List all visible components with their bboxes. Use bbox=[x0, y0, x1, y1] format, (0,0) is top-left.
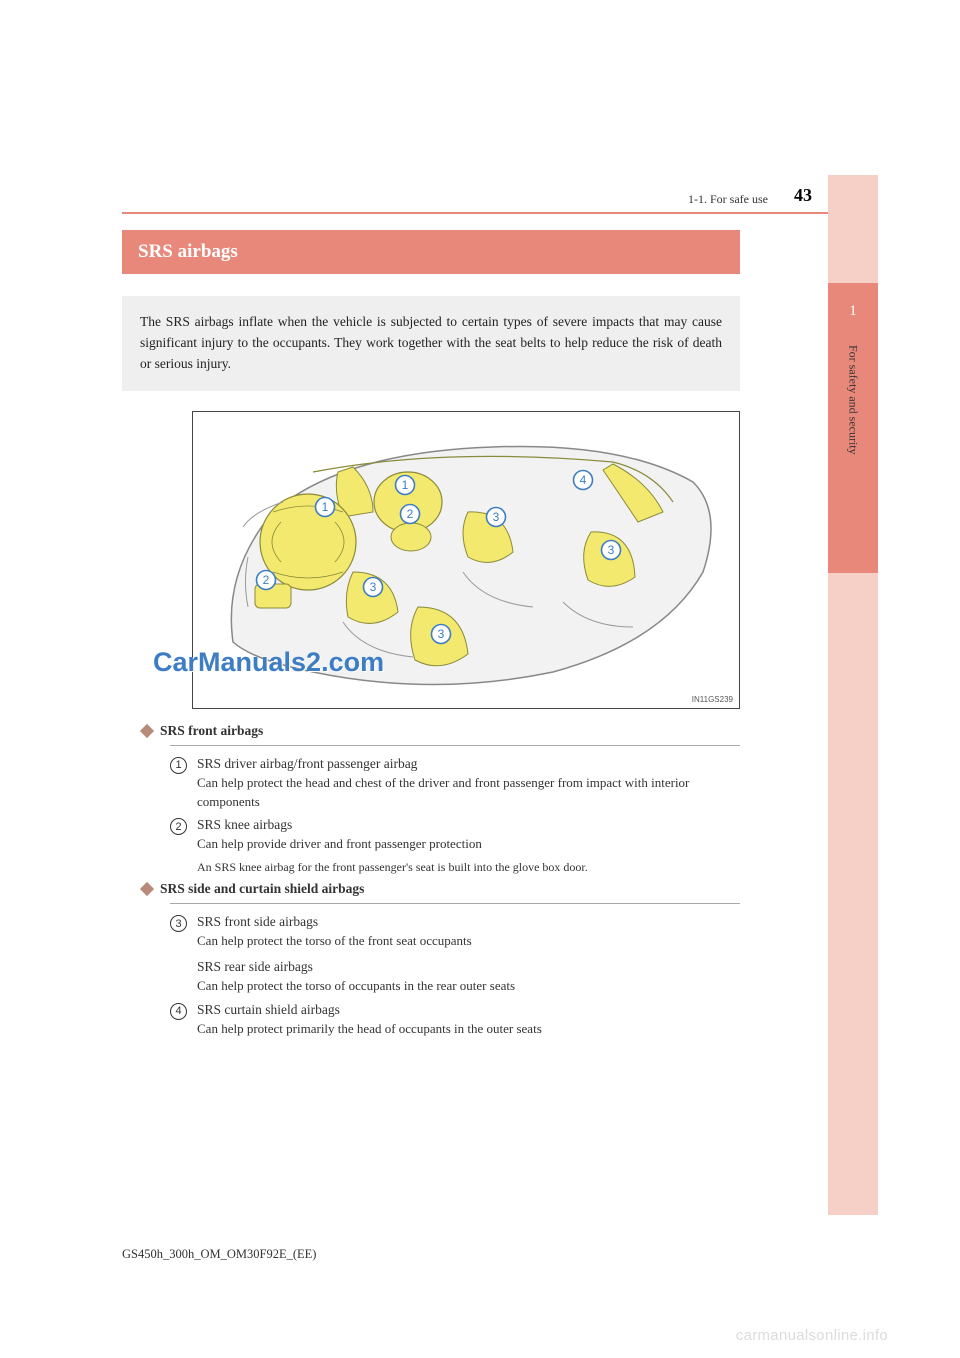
svg-text:3: 3 bbox=[493, 510, 500, 524]
item-body: SRS front side airbags Can help protect t… bbox=[197, 914, 740, 996]
item-title: SRS front side airbags bbox=[197, 914, 740, 930]
svg-text:1: 1 bbox=[402, 478, 409, 492]
item-subtitle: SRS rear side airbags bbox=[197, 959, 740, 975]
subsection-label: SRS front airbags bbox=[160, 723, 263, 739]
svg-text:3: 3 bbox=[370, 580, 377, 594]
item-body: SRS knee airbags Can help provide driver … bbox=[197, 817, 740, 875]
diamond-bullet-icon bbox=[140, 882, 154, 896]
item-title: SRS knee airbags bbox=[197, 817, 740, 833]
section-title: SRS airbags bbox=[122, 230, 740, 274]
diagram-image-code: IN11GS239 bbox=[692, 695, 733, 704]
subsection-divider bbox=[170, 903, 740, 904]
list-item: 3 SRS front side airbags Can help protect … bbox=[170, 914, 740, 996]
list-item: 2 SRS knee airbags Can help provide driver… bbox=[170, 817, 740, 875]
item-title: SRS curtain shield airbags bbox=[197, 1002, 740, 1018]
svg-text:2: 2 bbox=[407, 507, 414, 521]
page-number: 43 bbox=[794, 185, 812, 206]
breadcrumb: 1-1. For safe use bbox=[688, 192, 768, 207]
svg-text:1: 1 bbox=[322, 500, 329, 514]
item-description: Can help protect the head and chest of t… bbox=[197, 774, 740, 812]
item-number-icon: 4 bbox=[170, 1003, 187, 1020]
content-body: SRS front airbags 1 SRS driver airbag/fron… bbox=[122, 723, 740, 1039]
intro-text: The SRS airbags inflate when the vehicle… bbox=[122, 296, 740, 391]
item-number-icon: 2 bbox=[170, 818, 187, 835]
header-rule bbox=[122, 212, 828, 214]
item-body: SRS driver airbag/front passenger airbag… bbox=[197, 756, 740, 812]
item-number-icon: 3 bbox=[170, 915, 187, 932]
diagram-markers: 1 1 2 2 3 3 3 3 4 bbox=[193, 412, 741, 710]
subsection-label: SRS side and curtain shield airbags bbox=[160, 881, 364, 897]
list-item: 1 SRS driver airbag/front passenger airba… bbox=[170, 756, 740, 812]
document-code: GS450h_300h_OM_OM30F92E_(EE) bbox=[122, 1247, 316, 1262]
item-number-icon: 1 bbox=[170, 757, 187, 774]
item-note: An SRS knee airbag for the front passeng… bbox=[197, 860, 740, 875]
subsection-heading: SRS side and curtain shield airbags bbox=[142, 881, 740, 897]
airbag-diagram: 112233334 CarManuals2.com IN11GS239 bbox=[192, 411, 740, 709]
item-title: SRS driver airbag/front passenger airbag bbox=[197, 756, 740, 772]
svg-text:3: 3 bbox=[608, 543, 615, 557]
svg-text:2: 2 bbox=[263, 573, 270, 587]
item-description: Can help provide driver and front passen… bbox=[197, 835, 740, 854]
svg-text:4: 4 bbox=[580, 473, 587, 487]
item-description: Can help protect the torso of the front … bbox=[197, 932, 740, 951]
item-body: SRS curtain shield airbags Can help prote… bbox=[197, 1002, 740, 1039]
item-description: Can help protect primarily the head of o… bbox=[197, 1020, 740, 1039]
subsection-heading: SRS front airbags bbox=[142, 723, 740, 739]
item-subdescription: Can help protect the torso of occupants … bbox=[197, 977, 740, 996]
diamond-bullet-icon bbox=[140, 724, 154, 738]
svg-text:3: 3 bbox=[438, 627, 445, 641]
subsection-divider bbox=[170, 745, 740, 746]
site-watermark: carmanualsonline.info bbox=[736, 1327, 888, 1344]
list-item: 4 SRS curtain shield airbags Can help prot… bbox=[170, 1002, 740, 1039]
